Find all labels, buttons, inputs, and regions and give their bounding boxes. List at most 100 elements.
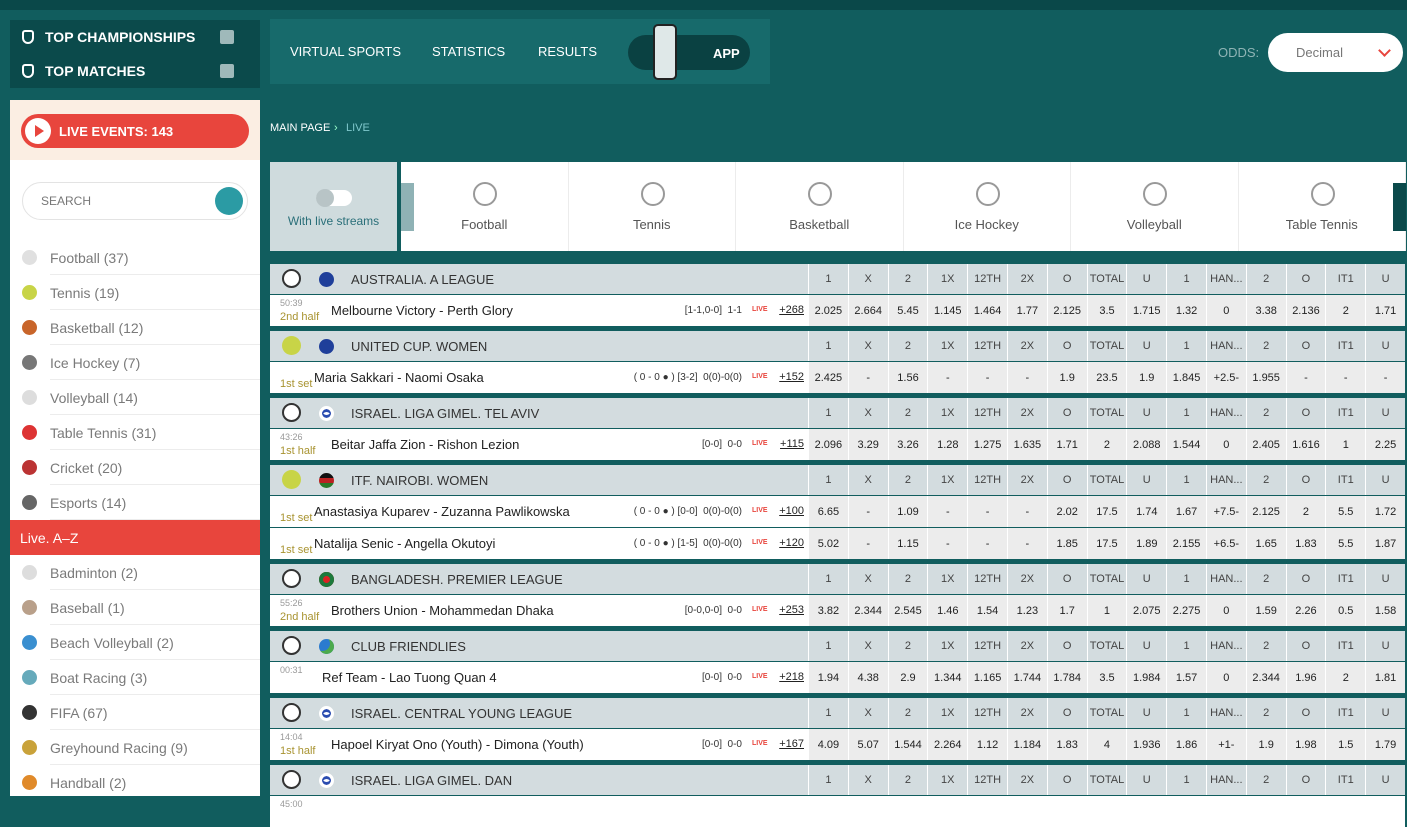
- odd[interactable]: 1.89: [1126, 528, 1167, 559]
- odd[interactable]: +6.5-: [1205, 528, 1246, 559]
- odd[interactable]: 1.184: [1006, 729, 1047, 760]
- match-row[interactable]: 14:04 1st half Hapoel Kiryat Ono (Youth) -…: [270, 729, 1405, 760]
- odd[interactable]: 2.025: [808, 295, 848, 326]
- more-markets[interactable]: +253: [779, 604, 804, 616]
- odd[interactable]: 1.85: [1046, 528, 1087, 559]
- sport-link[interactable]: Basketball (12): [10, 310, 260, 345]
- odd[interactable]: 1.79: [1365, 729, 1405, 760]
- odd[interactable]: 4.09: [808, 729, 848, 760]
- odd[interactable]: 2: [1086, 429, 1127, 460]
- odd[interactable]: 1.09: [887, 496, 928, 527]
- odd[interactable]: 2.344: [1245, 662, 1286, 693]
- nav-item[interactable]: STATISTICS: [432, 44, 506, 59]
- league-header[interactable]: BANGLADESH. PREMIER LEAGUE 1 X 2 1X 12TH 2X O TO…: [270, 564, 1405, 594]
- odd[interactable]: 1.784: [1046, 662, 1087, 693]
- odd[interactable]: 1.464: [967, 295, 1007, 326]
- odd[interactable]: 2.155: [1166, 528, 1206, 559]
- odd[interactable]: 1.86: [1166, 729, 1206, 760]
- more-markets[interactable]: +167: [779, 738, 804, 750]
- odd[interactable]: -: [1006, 496, 1047, 527]
- odd[interactable]: 2: [1285, 496, 1326, 527]
- sport-link[interactable]: Baseball (1): [10, 590, 260, 625]
- sport-link[interactable]: Tennis (19): [10, 275, 260, 310]
- top-matches[interactable]: TOP MATCHES: [10, 54, 260, 88]
- odd[interactable]: 1.12: [967, 729, 1007, 760]
- sport-link[interactable]: Greyhound Racing (9): [10, 730, 260, 765]
- odd[interactable]: 1.715: [1126, 295, 1167, 326]
- odd[interactable]: 1.165: [967, 662, 1007, 693]
- odd[interactable]: 1: [1325, 429, 1366, 460]
- match-row[interactable]: 1st set Maria Sakkari - Naomi Osaka ( 0 - …: [270, 362, 1405, 393]
- odd[interactable]: -: [967, 362, 1007, 393]
- odd[interactable]: 17.5: [1086, 528, 1127, 559]
- odd[interactable]: 1.635: [1006, 429, 1047, 460]
- odd[interactable]: 0: [1205, 295, 1246, 326]
- more-markets[interactable]: +268: [779, 304, 804, 316]
- odd[interactable]: 2.9: [887, 662, 928, 693]
- odd[interactable]: -: [847, 528, 888, 559]
- odd[interactable]: 2.264: [927, 729, 968, 760]
- odd[interactable]: 2.25: [1365, 429, 1405, 460]
- live-az-header[interactable]: Live. A–Z: [10, 520, 260, 555]
- match-row[interactable]: 45:00: [270, 796, 1405, 827]
- odd[interactable]: 2.096: [808, 429, 848, 460]
- toggle[interactable]: [316, 189, 352, 207]
- odd[interactable]: +7.5-: [1205, 496, 1246, 527]
- sport-filter[interactable]: Basketball: [736, 162, 904, 251]
- odd[interactable]: -: [967, 528, 1007, 559]
- odd[interactable]: 1.96: [1285, 662, 1326, 693]
- odd[interactable]: 3.5: [1086, 662, 1127, 693]
- odd[interactable]: 2.125: [1245, 496, 1286, 527]
- more-markets[interactable]: +218: [779, 671, 804, 683]
- odd[interactable]: 5.45: [887, 295, 928, 326]
- sport-link[interactable]: Handball (2): [10, 765, 260, 796]
- sport-link[interactable]: FIFA (67): [10, 695, 260, 730]
- league-header[interactable]: CLUB FRIENDLIES 1 X 2 1X 12TH 2X O TOTAL U 1 HAN...…: [270, 631, 1405, 661]
- odd[interactable]: -: [927, 528, 968, 559]
- odd[interactable]: 17.5: [1086, 496, 1127, 527]
- odd[interactable]: 1.72: [1365, 496, 1405, 527]
- odd[interactable]: 1.845: [1166, 362, 1206, 393]
- sport-filter[interactable]: Volleyball: [1071, 162, 1239, 251]
- odd[interactable]: 1.5: [1325, 729, 1366, 760]
- breadcrumb-home[interactable]: MAIN PAGE: [270, 122, 331, 134]
- sport-link[interactable]: Esports (14): [10, 485, 260, 520]
- odd[interactable]: 5.07: [847, 729, 888, 760]
- odd[interactable]: -: [967, 496, 1007, 527]
- odd[interactable]: -: [927, 362, 968, 393]
- odd[interactable]: 1.9: [1245, 729, 1286, 760]
- nav-item[interactable]: RESULTS: [538, 44, 597, 59]
- odd[interactable]: 2: [1325, 295, 1366, 326]
- league-header[interactable]: UNITED CUP. WOMEN 1 X 2 1X 12TH 2X O TOTAL U 1 HAN.…: [270, 331, 1405, 361]
- odd[interactable]: 2.545: [887, 595, 928, 626]
- odd[interactable]: 1.56: [887, 362, 928, 393]
- odd[interactable]: 1.54: [967, 595, 1007, 626]
- odd[interactable]: 0: [1205, 429, 1246, 460]
- sport-filter[interactable]: Football: [401, 162, 569, 251]
- odd[interactable]: 1.544: [887, 729, 928, 760]
- odd[interactable]: 1.544: [1166, 429, 1206, 460]
- sport-filter[interactable]: Ice Hockey: [904, 162, 1071, 251]
- odd[interactable]: 2: [1325, 662, 1366, 693]
- odd[interactable]: 3.26: [887, 429, 928, 460]
- league-header[interactable]: ISRAEL. LIGA GIMEL. DAN 1 X 2 1X 12TH 2X O TOTAL…: [270, 765, 1405, 795]
- sport-link[interactable]: Badminton (2): [10, 555, 260, 590]
- odd[interactable]: 1.9: [1046, 362, 1087, 393]
- more-markets[interactable]: +152: [779, 371, 804, 383]
- nav-item[interactable]: VIRTUAL SPORTS: [290, 44, 402, 59]
- sport-link[interactable]: Ice Hockey (7): [10, 345, 260, 380]
- match-row[interactable]: 1st set Anastasiya Kuparev - Zuzanna Pawl…: [270, 496, 1405, 527]
- odd[interactable]: 3.29: [847, 429, 888, 460]
- odd[interactable]: 1.744: [1006, 662, 1047, 693]
- match-row[interactable]: 50:39 2nd half Melbourne Victory - Perth G…: [270, 295, 1405, 326]
- odd[interactable]: 2.275: [1166, 595, 1206, 626]
- league-header[interactable]: ISRAEL. LIGA GIMEL. TEL AVIV 1 X 2 1X 12TH 2X O…: [270, 398, 1405, 428]
- odd[interactable]: 6.65: [808, 496, 848, 527]
- odd[interactable]: 23.5: [1086, 362, 1127, 393]
- odd[interactable]: 2.664: [847, 295, 888, 326]
- live-streams-filter[interactable]: With live streams: [270, 162, 397, 251]
- sport-link[interactable]: Table Tennis (31): [10, 415, 260, 450]
- prev-arrow[interactable]: [401, 183, 414, 231]
- odd[interactable]: 1.46: [927, 595, 968, 626]
- league-header[interactable]: AUSTRALIA. A LEAGUE 1 X 2 1X 12TH 2X O TOTAL U 1 HA…: [270, 264, 1405, 294]
